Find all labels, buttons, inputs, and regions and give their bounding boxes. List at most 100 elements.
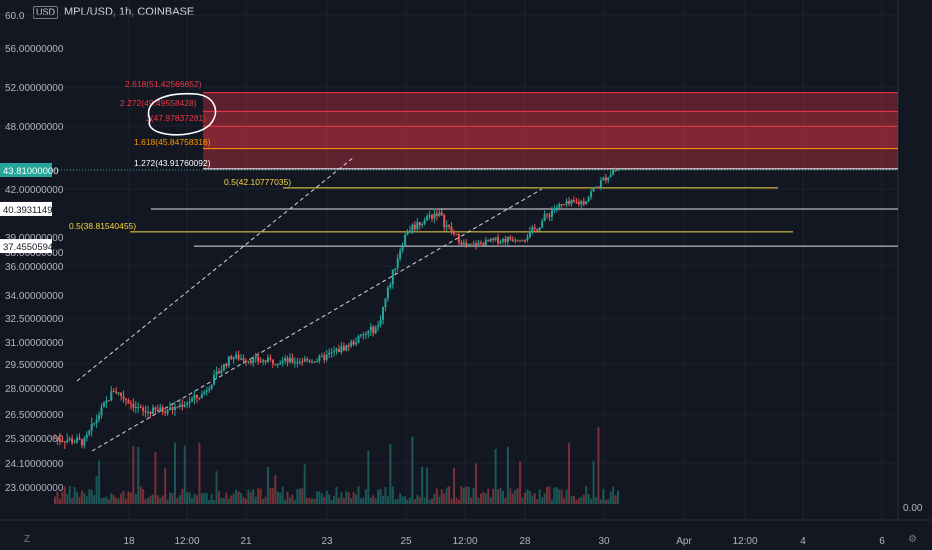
volume-bar (379, 488, 382, 504)
volume-bar (235, 489, 238, 504)
volume-bar (230, 495, 233, 504)
candle-body (176, 406, 179, 408)
candle-body (482, 243, 485, 246)
volume-bar (475, 463, 478, 504)
candle-body (56, 438, 59, 440)
candle-body (296, 362, 299, 364)
volume-bar (112, 495, 115, 504)
candle-body (342, 346, 345, 351)
volume-bar (333, 496, 336, 504)
candle-body (259, 361, 262, 363)
z-icon[interactable]: Z (24, 534, 31, 545)
volume-bar (63, 486, 66, 504)
candle-body (372, 326, 375, 334)
volume-bar (448, 486, 451, 504)
candle-body (541, 221, 544, 228)
volume-bar (225, 492, 228, 504)
volume-bar (102, 497, 105, 504)
volume-bar (538, 489, 541, 504)
price-tick-label: 52.00000000 (5, 83, 64, 94)
candle-body (337, 348, 340, 352)
candle-body (506, 237, 509, 242)
candle-body (330, 351, 333, 353)
candle-body (462, 242, 465, 245)
volume-bar (335, 487, 338, 504)
volume-bar (526, 489, 529, 504)
fibonacci-extension: 2.618(51.42566652) 2.272(49.49558428) 2(47… (69, 79, 898, 247)
volume-bar (276, 491, 279, 504)
volume-bar (472, 487, 475, 504)
volume-bar (516, 488, 519, 504)
price-tick-label: 31.00000000 (5, 338, 64, 349)
volume-bar (524, 492, 526, 504)
candle-body (203, 391, 206, 395)
candle-body (262, 360, 265, 362)
candle-body (71, 438, 74, 443)
volume-bar (362, 497, 365, 504)
candle-body (78, 437, 81, 440)
volume-bar (597, 427, 600, 504)
volume-bar (58, 498, 61, 504)
volume-bar (477, 497, 480, 504)
volume-bar (536, 499, 539, 504)
volume-bar (352, 491, 355, 504)
volume-bar (303, 464, 306, 504)
price-axis: 60.0 56.00000000 52.00000000 48.00000000 42.… (5, 11, 923, 514)
price-tick-label: 25.30000000 (5, 434, 64, 445)
candle-body (577, 202, 580, 205)
volume-bar (313, 498, 316, 504)
volume-bar (465, 486, 468, 504)
volume-bar (171, 493, 174, 504)
volume-bar (406, 499, 409, 504)
candle-body (208, 388, 211, 391)
candle-body (303, 358, 306, 362)
candle-body (320, 355, 323, 357)
candle-body (80, 439, 83, 446)
candle-body (404, 234, 407, 246)
candle-body (335, 348, 338, 352)
candle-body (570, 199, 573, 204)
channel-lower-line (91, 188, 543, 452)
candle-body (240, 358, 243, 360)
volume-bar (218, 491, 221, 504)
candle-body (298, 361, 301, 363)
candle-body (274, 363, 277, 365)
currency-badge[interactable]: USD (33, 6, 59, 19)
candle-body (386, 287, 389, 299)
candle-body (76, 437, 79, 443)
volume-bar (252, 489, 255, 504)
hand-drawn-circle (147, 92, 217, 136)
volume-bar (237, 491, 240, 504)
candle-body (159, 407, 162, 412)
settings-icon[interactable]: ⚙ (908, 534, 917, 545)
candle-body (369, 326, 372, 331)
candle-body (428, 215, 431, 217)
volume-bar (531, 495, 534, 504)
candle-body (122, 396, 125, 399)
candle-body (435, 213, 438, 216)
volume-bar (289, 497, 291, 504)
volume-bar (85, 496, 88, 504)
price-tick-label: 36.00000000 (5, 262, 64, 273)
volume-bar (122, 491, 125, 504)
candle-body (504, 238, 507, 242)
volume-bar (110, 493, 113, 504)
volume-bar (73, 487, 76, 504)
volume-bar (95, 475, 98, 504)
candle-body (225, 363, 228, 366)
volume-bar (279, 493, 282, 504)
volume-bar (550, 499, 553, 504)
candle-body (602, 177, 605, 181)
candle-body (289, 357, 291, 363)
candle-body (142, 407, 145, 412)
candle-body (198, 397, 201, 399)
candle-body (61, 440, 64, 442)
candle-body (132, 403, 135, 408)
candle-body (183, 404, 186, 407)
volume-bar (560, 489, 563, 504)
volume-bar (90, 489, 93, 504)
volume-bar (61, 492, 64, 504)
price-tick-label: 56.00000000 (5, 44, 64, 55)
candle-body (457, 234, 460, 243)
